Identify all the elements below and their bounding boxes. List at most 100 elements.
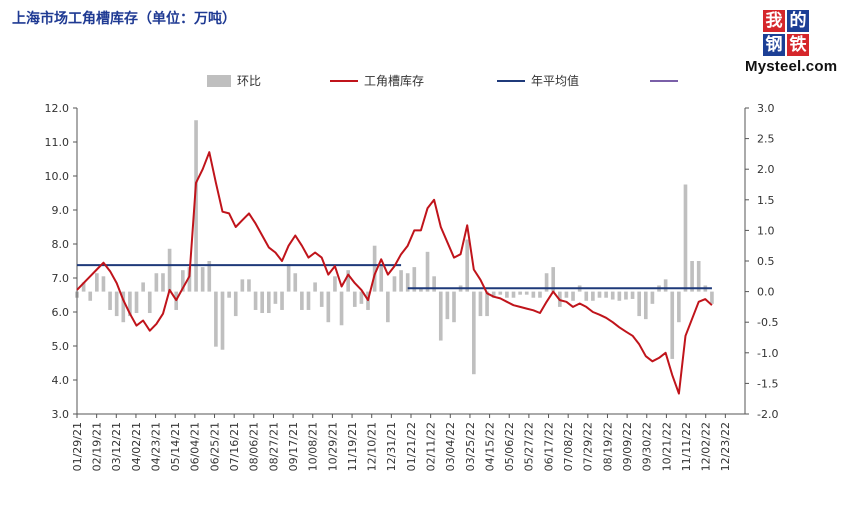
x-tick-label: 10/08/21	[307, 422, 320, 471]
wow-bar	[333, 276, 337, 292]
wow-bar	[392, 276, 397, 292]
legend-label: 工角槽库存	[364, 73, 424, 88]
wow-bar	[114, 291, 119, 317]
left-tick-label: 12.0	[45, 102, 70, 115]
wow-bar	[544, 273, 549, 292]
wow-bar	[339, 291, 344, 326]
wow-bar	[551, 267, 556, 292]
x-tick-label: 04/15/22	[483, 422, 496, 471]
wow-bar	[405, 273, 410, 292]
wow-bar	[518, 291, 522, 295]
wow-bar	[425, 251, 430, 292]
wow-bar	[326, 291, 331, 323]
wow-bar	[637, 291, 641, 317]
x-tick-label: 04/23/21	[149, 422, 162, 471]
x-tick-label: 09/30/22	[641, 422, 654, 471]
wow-bar	[194, 120, 198, 292]
legend-label: 环比	[237, 74, 261, 88]
left-tick-label: 10.0	[45, 170, 70, 183]
x-tick-label: 10/21/22	[660, 422, 673, 471]
left-tick-label: 3.0	[52, 408, 70, 421]
wow-bar	[571, 291, 575, 301]
right-tick-label: 2.0	[757, 163, 775, 176]
wow-bar	[247, 279, 251, 292]
x-tick-label: 09/17/21	[287, 422, 300, 471]
x-tick-label: 10/29/21	[326, 422, 339, 471]
wow-bar	[313, 282, 317, 292]
wow-bar	[167, 248, 172, 292]
wow-bar	[710, 291, 714, 304]
wow-bar	[663, 279, 668, 292]
legend-swatch-bar	[207, 75, 231, 87]
right-tick-label: -0.5	[757, 316, 778, 329]
wow-bar	[432, 276, 436, 292]
wow-bar	[214, 291, 218, 347]
wow-bar	[617, 291, 622, 301]
wow-bar	[491, 291, 496, 298]
x-tick-label: 03/12/21	[110, 422, 123, 471]
x-tick-label: 06/25/21	[208, 422, 221, 471]
wow-bar	[597, 291, 602, 298]
x-tick-label: 12/02/22	[700, 422, 713, 471]
logo-wordmark: Mysteel.com	[745, 58, 838, 75]
wow-bar	[650, 291, 655, 304]
legend-label: 年平均值	[531, 73, 579, 88]
x-tick-label: 04/02/21	[130, 422, 143, 471]
wow-bar	[511, 291, 516, 298]
wow-bar	[472, 291, 476, 375]
right-tick-label: 0.0	[757, 286, 775, 299]
wow-bar	[240, 279, 245, 292]
x-tick-label: 07/16/21	[228, 422, 241, 471]
wow-bar	[379, 264, 384, 292]
chart-legend: 环比 工角槽库存 年平均值	[207, 73, 678, 88]
x-tick-label: 06/17/22	[542, 422, 555, 471]
right-tick-label: 1.5	[757, 194, 775, 207]
wow-bar	[584, 291, 589, 301]
wow-bar	[253, 291, 258, 310]
left-tick-label: 7.0	[52, 272, 70, 285]
wow-bar	[630, 291, 635, 299]
wow-bar	[485, 291, 489, 317]
wow-bar	[181, 270, 185, 292]
left-tick-label: 5.0	[52, 340, 70, 353]
wow-bar	[438, 291, 443, 341]
left-tick-label: 9.0	[52, 204, 70, 217]
inventory-line	[76, 151, 713, 395]
wow-bar	[524, 291, 529, 295]
wow-bar	[445, 291, 450, 320]
x-tick-label: 03/25/22	[464, 422, 477, 471]
wow-bar	[207, 261, 212, 292]
x-tick-label: 02/11/22	[424, 422, 437, 471]
wow-bar	[624, 291, 628, 300]
wow-bar	[300, 291, 304, 310]
wow-bar	[147, 291, 152, 314]
wow-bar	[108, 291, 112, 310]
left-tick-label: 11.0	[45, 136, 70, 149]
chart-lines	[76, 151, 713, 395]
wow-bar	[128, 291, 132, 317]
wow-bar	[399, 270, 403, 292]
wow-bar	[478, 291, 483, 317]
wow-bar	[677, 291, 681, 323]
x-tick-label: 09/09/22	[621, 422, 634, 471]
wow-bar	[220, 291, 225, 350]
wow-bar	[683, 184, 688, 292]
logo-char-4: 铁	[787, 34, 809, 56]
wow-bar	[531, 291, 536, 298]
x-tick-label: 07/08/22	[562, 422, 575, 471]
wow-bar	[187, 267, 192, 292]
right-tick-label: 1.0	[757, 224, 775, 237]
wow-bar	[286, 264, 291, 292]
wow-bar	[227, 291, 231, 298]
wow-bar	[346, 270, 350, 292]
chart-title: 上海市场工角槽库存（单位：万吨）	[12, 11, 236, 27]
x-tick-label: 11/11/22	[680, 422, 693, 471]
x-tick-label: 01/21/22	[405, 422, 418, 471]
wow-bar	[465, 239, 470, 292]
wow-bar	[352, 291, 357, 307]
wow-bar	[386, 291, 390, 323]
wow-bar	[498, 291, 503, 295]
wow-bar	[412, 267, 417, 292]
wow-bar	[306, 291, 311, 310]
wow-bar	[101, 276, 106, 292]
